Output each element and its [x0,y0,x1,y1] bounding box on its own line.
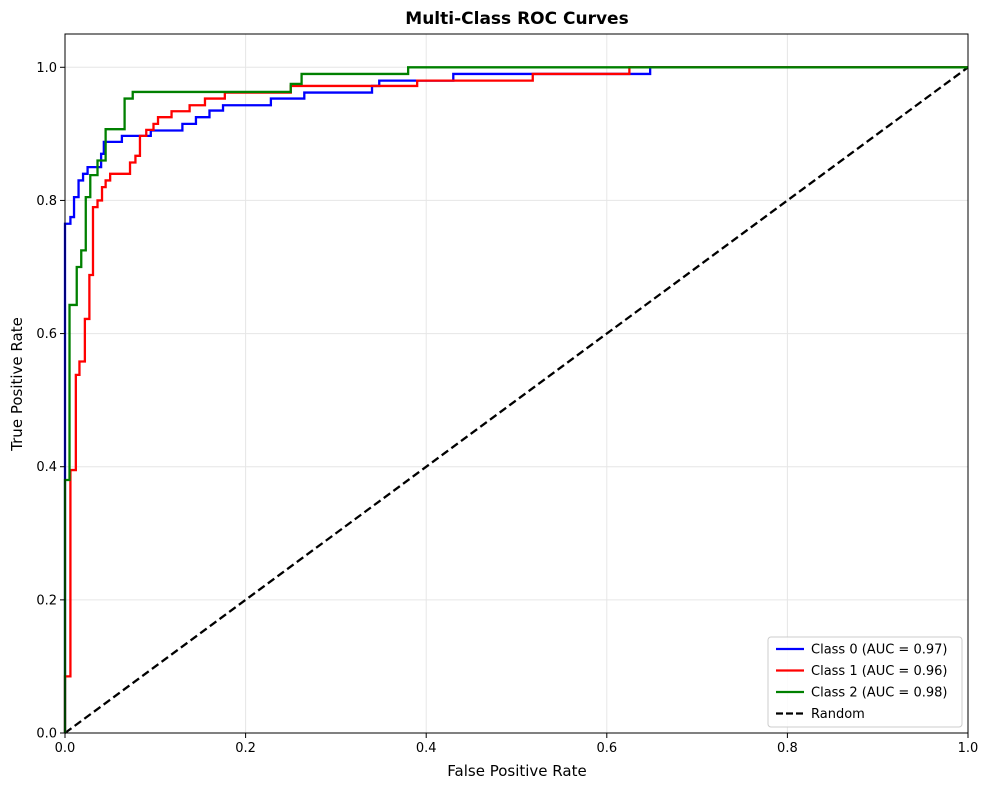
ticks: 0.0 0.2 0.4 0.6 0.8 1.0 0.0 0.2 0.4 0.6 0.8 1.0 [36,61,978,756]
grid [64,34,969,734]
legend: Class 0 (AUC = 0.97) Class 1 (AUC = 0.96)… [767,636,963,728]
series-layer [63,66,969,734]
x-tick-label: 1.0 [958,741,979,756]
y-tick-label: 0.2 [36,593,57,608]
x-axis-label: False Positive Rate [447,762,586,780]
y-tick-label: 1.0 [36,61,57,76]
y-tick-label: 0.6 [36,327,57,342]
y-tick-label: 0.4 [36,460,57,475]
legend-label: Class 2 (AUC = 0.98) [811,686,947,701]
x-tick-label: 0.4 [416,741,437,756]
x-tick-label: 0.0 [55,741,76,756]
x-tick-label: 0.6 [596,741,617,756]
series-line-random [64,66,969,734]
legend-label: Random [811,707,865,722]
legend-box [767,636,963,728]
y-tick-label: 0.8 [36,194,57,209]
series-line-class-2 [63,66,968,733]
chart-title: Multi-Class ROC Curves [405,9,628,29]
x-tick-label: 0.2 [235,741,256,756]
y-tick-label: 0.0 [36,727,57,742]
legend-label: Class 1 (AUC = 0.96) [811,664,947,679]
plot-frame [64,33,969,734]
legend-label: Class 0 (AUC = 0.97) [811,643,947,658]
y-axis-label: True Positive Rate [8,317,26,452]
x-tick-label: 0.8 [777,741,798,756]
